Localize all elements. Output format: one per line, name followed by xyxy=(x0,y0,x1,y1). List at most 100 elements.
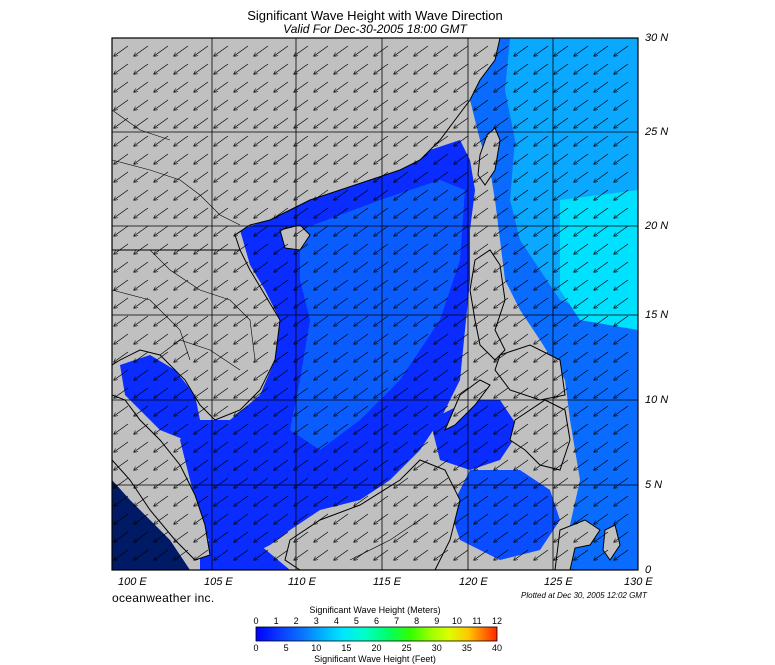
gulf-of-thailand xyxy=(120,355,200,440)
wave-arrow xyxy=(194,531,209,542)
wave-arrow xyxy=(154,81,169,92)
wave-arrow xyxy=(514,261,529,272)
wave-arrow xyxy=(334,333,349,344)
wave-arrow xyxy=(594,153,609,164)
wave-arrow xyxy=(294,513,309,524)
wave-arrow xyxy=(414,405,429,416)
wave-arrow xyxy=(154,63,169,74)
wave-arrow xyxy=(214,135,229,146)
colorbar-meters-tick: 7 xyxy=(394,616,400,626)
wave-arrow xyxy=(554,333,569,344)
wave-arrow xyxy=(134,243,149,254)
wave-arrow xyxy=(514,549,529,560)
wave-arrow xyxy=(114,297,129,308)
wave-arrow xyxy=(274,333,289,344)
wave-arrow xyxy=(174,279,189,290)
wave-arrow xyxy=(134,549,149,560)
wave-arrow xyxy=(234,153,249,164)
wave-arrow xyxy=(514,351,529,362)
wave-arrow xyxy=(194,387,209,398)
wave-arrow xyxy=(354,153,369,164)
wave-arrow xyxy=(114,495,129,506)
wave-arrow xyxy=(374,333,389,344)
wave-arrow xyxy=(614,207,629,218)
wave-arrow xyxy=(394,243,409,254)
wave-arrow xyxy=(454,459,469,470)
wave-arrow xyxy=(594,225,609,236)
wave-arrow xyxy=(554,369,569,380)
wave-arrow xyxy=(494,261,509,272)
wave-arrow xyxy=(234,45,249,56)
wave-arrow xyxy=(234,99,249,110)
wave-arrow xyxy=(334,99,349,110)
wave-arrow xyxy=(614,423,629,434)
wave-arrow xyxy=(494,405,509,416)
wave-arrow xyxy=(194,207,209,218)
wave-arrow xyxy=(154,171,169,182)
wave-arrow xyxy=(354,495,369,506)
wave-arrow xyxy=(194,441,209,452)
wave-arrow xyxy=(134,441,149,452)
wave-arrow xyxy=(214,423,229,434)
wave-arrow xyxy=(274,63,289,74)
wave-arrow xyxy=(194,171,209,182)
wave-arrow xyxy=(514,153,529,164)
wave-arrow xyxy=(294,531,309,542)
wave-arrow xyxy=(534,243,549,254)
wave-arrow xyxy=(534,549,549,560)
wave-arrow xyxy=(434,63,449,74)
wave-arrow xyxy=(434,45,449,56)
wave-arrow xyxy=(294,405,309,416)
wave-arrow xyxy=(614,315,629,326)
colorbar-meters-caption: Significant Wave Height (Meters) xyxy=(309,605,441,615)
wave-arrow xyxy=(234,369,249,380)
wave-arrow xyxy=(314,99,329,110)
wave-arrow xyxy=(354,513,369,524)
wave-arrow xyxy=(354,225,369,236)
wave-arrow xyxy=(414,63,429,74)
wave-arrow xyxy=(494,45,509,56)
wave-arrow xyxy=(134,261,149,272)
wave-arrow xyxy=(334,423,349,434)
wave-arrow xyxy=(574,423,589,434)
wave-arrow xyxy=(354,351,369,362)
wave-arrow xyxy=(594,549,609,560)
wave-arrow xyxy=(434,261,449,272)
wave-arrow xyxy=(594,189,609,200)
wave-arrow xyxy=(194,549,209,560)
wave-arrow xyxy=(474,369,489,380)
colorbar-feet-tick: 15 xyxy=(341,643,352,653)
wave-arrow xyxy=(334,297,349,308)
wave-arrow xyxy=(374,423,389,434)
wave-arrow xyxy=(394,531,409,542)
wave-arrow xyxy=(514,279,529,290)
wave-arrow xyxy=(414,81,429,92)
wave-arrow xyxy=(274,297,289,308)
lon-label-120e: 120 E xyxy=(459,576,488,588)
wave-arrow xyxy=(214,117,229,128)
wave-arrow xyxy=(334,171,349,182)
wave-arrow xyxy=(514,207,529,218)
wave-arrow xyxy=(274,153,289,164)
wave-arrow xyxy=(214,405,229,416)
wave-arrow xyxy=(214,459,229,470)
wave-arrow xyxy=(134,63,149,74)
wave-arrow xyxy=(394,477,409,488)
wave-arrow xyxy=(514,531,529,542)
wave-arrow xyxy=(134,189,149,200)
wave-arrow xyxy=(494,63,509,74)
wave-arrow xyxy=(414,351,429,362)
wave-arrow xyxy=(414,477,429,488)
wave-arrow xyxy=(354,333,369,344)
wave-arrow xyxy=(394,225,409,236)
wave-arrow xyxy=(214,387,229,398)
wave-arrow xyxy=(354,477,369,488)
wave-arrow xyxy=(434,531,449,542)
wave-arrow xyxy=(554,63,569,74)
wave-arrow xyxy=(454,477,469,488)
wave-arrow xyxy=(294,333,309,344)
wave-arrow xyxy=(554,225,569,236)
wave-arrow xyxy=(554,405,569,416)
wave-arrow xyxy=(354,369,369,380)
wave-arrow xyxy=(354,549,369,560)
